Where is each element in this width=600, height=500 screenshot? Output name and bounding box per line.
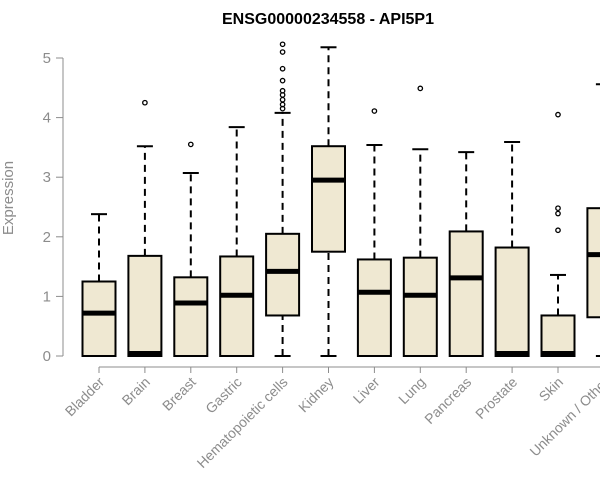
box-iqr <box>219 255 255 357</box>
box-liver <box>356 108 392 357</box>
box-iqr <box>311 145 346 253</box>
x-tick-label: Breast <box>159 374 199 414</box>
box-iqr <box>127 254 163 357</box>
outlier-point <box>555 111 561 118</box>
x-tick-label: Brain <box>119 374 153 408</box>
outlier-point <box>555 205 561 212</box>
y-tick-label: 1 <box>43 288 51 305</box>
y-tick-label: 5 <box>43 50 51 67</box>
box-iqr <box>265 232 301 317</box>
x-tick-label: Kidney <box>295 374 337 416</box>
outlier-point <box>279 49 286 55</box>
box-iqr <box>540 314 576 357</box>
outlier-point <box>417 85 424 92</box>
box-skin <box>540 111 576 357</box>
outlier-point <box>279 65 286 72</box>
x-tick-label: Gastric <box>202 374 245 417</box>
box-kidney <box>311 46 346 357</box>
x-tick-label: Prostate <box>472 374 520 422</box>
box-breast <box>173 141 209 357</box>
x-tick-label: Hematopoietic cells <box>194 374 291 471</box>
x-tick-label: Lung <box>395 374 428 407</box>
box-brain <box>127 99 163 357</box>
x-tick-label: Bladder <box>62 374 108 420</box>
box-lung <box>402 85 438 357</box>
outlier-point <box>279 41 286 48</box>
outlier-point <box>279 96 286 103</box>
boxes <box>81 41 600 358</box>
outlier-point <box>555 227 561 234</box>
box-iqr <box>173 276 209 357</box>
y-tick-label: 0 <box>43 348 51 365</box>
x-tick-label: Liver <box>350 374 383 407</box>
y-tick-label: 4 <box>43 110 51 127</box>
outlier-point <box>555 210 561 217</box>
box-hematopoietic-cells <box>265 41 301 357</box>
chart-title: ENSG00000234558 - API5P1 <box>222 11 434 28</box>
box-iqr <box>402 256 438 357</box>
y-tick-label: 3 <box>43 169 51 186</box>
box-iqr <box>356 258 392 357</box>
box-iqr <box>448 230 484 358</box>
outlier-point <box>279 77 286 84</box>
box-pancreas <box>448 151 484 358</box>
box-iqr <box>494 246 530 357</box>
x-tick-label: Skin <box>536 374 567 405</box>
y-axis-label: Expression <box>0 161 17 235</box>
y-tick-label: 2 <box>43 229 51 246</box>
box-gastric <box>219 126 255 357</box>
box-prostate <box>494 141 530 357</box>
outlier-point <box>279 87 286 94</box>
outlier-point <box>371 108 378 114</box>
x-tick-label: Pancreas <box>421 374 474 427</box>
y-axis: 0 1 2 3 4 5 <box>43 50 64 365</box>
outlier-point <box>187 141 194 148</box>
outlier-point <box>142 99 148 106</box>
box-bladder <box>81 213 117 357</box>
box-unknown-other <box>586 83 600 357</box>
box-iqr <box>586 207 600 319</box>
box-iqr <box>81 280 117 357</box>
